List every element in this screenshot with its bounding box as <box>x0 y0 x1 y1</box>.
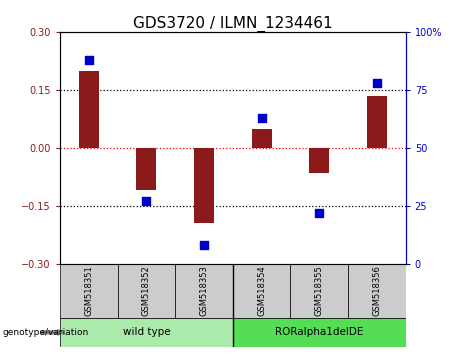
Title: GDS3720 / ILMN_1234461: GDS3720 / ILMN_1234461 <box>133 16 333 32</box>
Polygon shape <box>348 264 406 318</box>
Point <box>200 242 207 248</box>
Polygon shape <box>233 318 406 347</box>
Bar <box>136 148 156 190</box>
Bar <box>79 70 99 148</box>
Bar <box>252 129 272 148</box>
Text: GSM518354: GSM518354 <box>257 266 266 316</box>
Point <box>315 210 323 216</box>
Text: genotype/variation: genotype/variation <box>2 328 89 337</box>
Text: wild type: wild type <box>123 327 170 337</box>
Bar <box>194 148 214 223</box>
Text: RORalpha1delDE: RORalpha1delDE <box>275 327 363 337</box>
Polygon shape <box>233 264 290 318</box>
Polygon shape <box>290 264 348 318</box>
Text: GSM518356: GSM518356 <box>372 266 381 316</box>
Point <box>142 199 150 204</box>
Polygon shape <box>175 264 233 318</box>
Point <box>373 80 381 86</box>
Bar <box>367 96 387 148</box>
Text: GSM518355: GSM518355 <box>315 266 324 316</box>
Polygon shape <box>60 264 118 318</box>
Point <box>85 57 92 63</box>
Bar <box>309 148 329 173</box>
Point <box>258 115 266 121</box>
Text: GSM518353: GSM518353 <box>200 266 208 316</box>
Text: GSM518351: GSM518351 <box>84 266 93 316</box>
Polygon shape <box>118 264 175 318</box>
Text: GSM518352: GSM518352 <box>142 266 151 316</box>
Polygon shape <box>60 318 233 347</box>
